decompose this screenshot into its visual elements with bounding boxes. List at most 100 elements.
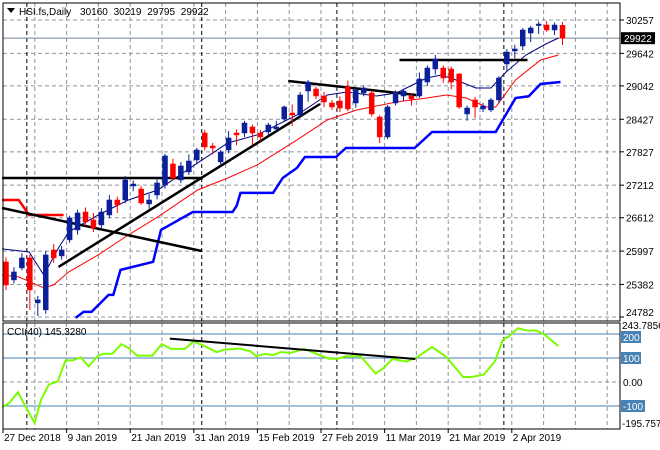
price-tick-label: 29042 [626, 82, 654, 93]
candle [376, 115, 383, 143]
candle-body [106, 199, 113, 216]
candle-body [138, 188, 144, 204]
candle [138, 185, 144, 205]
candle-body [329, 102, 335, 108]
candles [3, 20, 566, 317]
candle-body [520, 29, 526, 47]
candle-body [297, 94, 303, 116]
candle-body [384, 106, 391, 138]
candle-body [66, 217, 73, 241]
candle-body [74, 212, 81, 231]
candle [27, 254, 33, 310]
candle [496, 76, 502, 104]
candle-body [170, 163, 176, 179]
cci-label: CCI(40) 145.3280 [7, 327, 87, 338]
candle [90, 212, 97, 232]
candle-body [551, 24, 558, 31]
candle-body [456, 73, 462, 108]
candle [130, 180, 136, 192]
candle-body [535, 23, 542, 26]
candle [488, 97, 494, 113]
candle [241, 120, 248, 138]
candle [66, 215, 73, 243]
cci-pane-frame [2, 322, 621, 430]
price-tick-label: 30257 [626, 16, 654, 27]
candle-body [448, 68, 454, 83]
open-value: 30160 [80, 7, 108, 18]
chart-header: HSI.fs,Daily 30160 30219 29795 29922 [19, 7, 209, 18]
triangle-down-icon[interactable] [7, 8, 15, 13]
candle [361, 85, 367, 97]
candle [58, 246, 65, 260]
candle-body [209, 145, 216, 149]
candle-body [19, 257, 25, 269]
candle [464, 105, 470, 121]
candle-body [162, 155, 168, 186]
candle-body [504, 51, 510, 65]
candle [416, 72, 423, 98]
candle [178, 161, 184, 184]
candle [122, 176, 128, 204]
candle-body [241, 122, 248, 134]
candle-body [337, 100, 343, 109]
candle [233, 129, 240, 146]
grid [3, 3, 620, 429]
date-tick-label: 31 Jan 2019 [195, 433, 250, 444]
candle [265, 122, 272, 136]
candle [281, 105, 287, 122]
candle [82, 207, 89, 226]
price-tick-label: 27827 [626, 148, 654, 159]
date-tick-label: 2 Apr 2019 [513, 433, 562, 444]
candle [527, 25, 534, 43]
candle-body [217, 151, 224, 163]
candle-body [130, 183, 136, 187]
cci-min-label: -195.757 [622, 419, 660, 430]
candle [512, 44, 518, 59]
candle [408, 93, 415, 106]
candle [162, 153, 168, 189]
candle-body [289, 112, 295, 116]
candle-body [353, 89, 359, 104]
candle [98, 208, 105, 230]
cci-line [1, 327, 560, 426]
candle-body [424, 67, 431, 83]
candle [194, 147, 200, 165]
candle-body [265, 124, 272, 133]
cci-trendline [169, 337, 416, 360]
high-value: 30219 [114, 7, 142, 18]
candle-body [178, 165, 184, 181]
candle [106, 195, 113, 219]
candle [337, 96, 343, 113]
candle-body [11, 271, 17, 281]
cci-max-label: 243.7856 [622, 321, 660, 332]
candle-body [345, 86, 351, 110]
candle [170, 158, 176, 181]
date-tick-label: 15 Feb 2019 [258, 433, 315, 444]
candle [400, 88, 407, 102]
candle [384, 105, 391, 140]
candle-body [35, 299, 41, 304]
candle-body [186, 160, 192, 173]
candle-body [321, 95, 327, 103]
cci-level-label: 200 [623, 333, 640, 344]
candle-body [249, 126, 256, 134]
candle-body [90, 219, 97, 229]
candle [186, 154, 192, 175]
candle-body [281, 106, 287, 120]
candle [329, 100, 335, 110]
candle [480, 102, 486, 113]
price-tick-label: 29642 [626, 49, 654, 60]
candle-body [432, 58, 439, 70]
date-tick-label: 27 Feb 2019 [322, 433, 379, 444]
candle [305, 80, 311, 102]
candle [35, 295, 41, 317]
candle [392, 90, 399, 106]
candle [273, 120, 280, 132]
candle-body [194, 149, 200, 161]
cci-level-label: -100 [623, 402, 643, 413]
candle [225, 131, 232, 154]
candle-body [464, 107, 470, 115]
price-tick-label: 25997 [626, 247, 654, 258]
candle-body [472, 99, 478, 108]
